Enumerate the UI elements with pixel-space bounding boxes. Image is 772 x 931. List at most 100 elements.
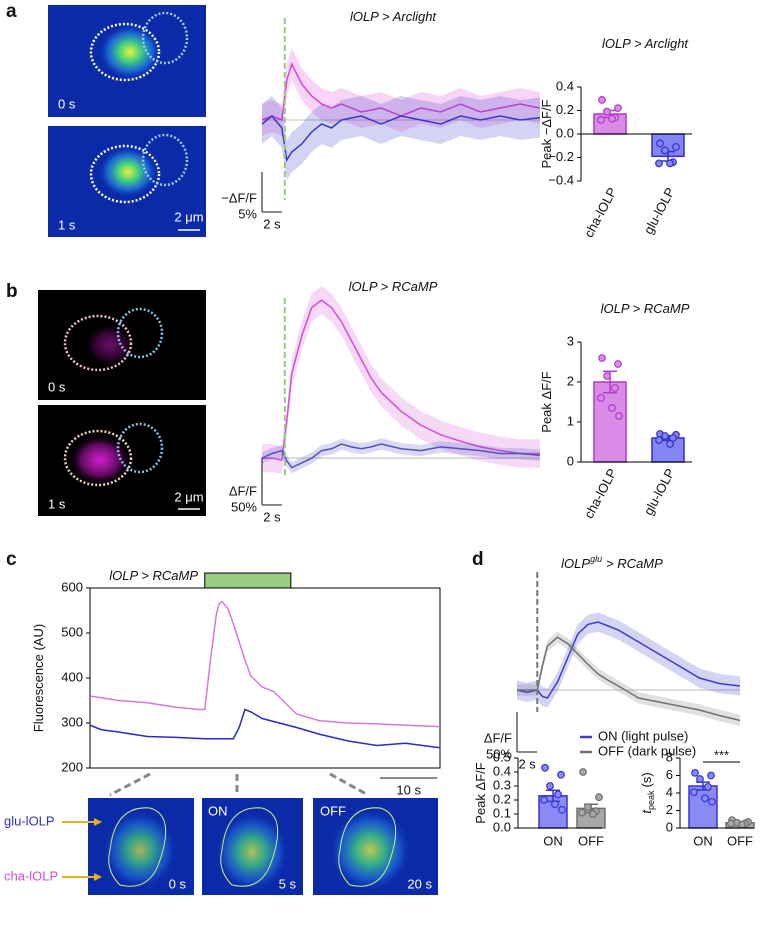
title-text: lOLP > Arclight [602, 36, 689, 51]
data-point [541, 763, 549, 772]
data-point [614, 104, 622, 113]
y-tick-label: 0.0 [493, 819, 511, 834]
micrograph: OFF 20 s [313, 798, 438, 895]
frame-label: 0 s [48, 379, 66, 394]
micrograph: 0 s [38, 290, 206, 400]
frame-label: 1 s [48, 496, 66, 511]
data-point [603, 107, 611, 116]
error-band [262, 48, 540, 136]
data-point [578, 808, 586, 817]
plot-frame [89, 587, 441, 769]
y-tick-label: 200 [61, 759, 83, 774]
chart-title: lOLP > Arclight [350, 9, 437, 24]
data-point [589, 810, 597, 818]
error-band [262, 285, 540, 475]
scale-bar-label: 50% [231, 499, 257, 514]
legend-label: OFF (dark pulse) [598, 743, 696, 758]
y-tick-label: 6 [666, 767, 673, 782]
cell-label: cha-lOLP [4, 868, 58, 883]
scale-bar-label: 5% [238, 206, 257, 221]
x-tick-label: cha-lOLP [581, 466, 620, 521]
scale-bar-label: 2 s [263, 216, 281, 231]
chart-title: lOLP > RCaMP [601, 301, 690, 316]
data-point [595, 793, 603, 802]
data-point [558, 805, 566, 814]
data-point [669, 434, 677, 442]
data-point [691, 768, 699, 777]
title-text: lOLP > RCaMP [109, 568, 198, 583]
data-point [614, 360, 622, 368]
data-point [597, 394, 605, 402]
x-tick-label: ON [543, 833, 563, 848]
scale-bar-label: 10 s [396, 782, 421, 797]
y-tick-label: 0.5 [493, 749, 511, 764]
panel-label: b [6, 281, 18, 302]
frame-label: 20 s [407, 876, 432, 891]
y-tick-label: −0.2 [548, 149, 574, 164]
error-band [262, 438, 540, 474]
y-tick-label: 2 [567, 373, 574, 388]
data-point [615, 412, 623, 420]
y-tick-label: 0.3 [493, 777, 511, 792]
data-point [690, 788, 698, 797]
y-label-text: Peak −ΔF/F [539, 99, 554, 168]
trace [261, 114, 541, 163]
condition-label: OFF [320, 803, 346, 818]
scale-bar-title: ΔF/F [484, 730, 512, 745]
data-point [546, 782, 554, 790]
data-point [708, 797, 716, 806]
trace [262, 299, 540, 461]
y-axis-label: Peak ΔF/F [473, 762, 488, 823]
y-label-text: Peak ΔF/F [473, 762, 488, 823]
scale-label: 2 μm [174, 209, 203, 224]
data-point [611, 384, 619, 392]
micrograph: 1 s 2 μm [38, 405, 206, 516]
y-tick-label: 0.2 [493, 791, 511, 806]
data-point [707, 771, 715, 780]
data-point [661, 146, 669, 155]
trace [261, 443, 541, 469]
trace [89, 708, 441, 749]
data-point [701, 794, 709, 803]
data-point [540, 796, 548, 804]
data-point [672, 143, 680, 151]
y-label-text: Peak ΔF/F [539, 371, 554, 432]
data-point [554, 790, 562, 799]
x-tick-label: ON [693, 833, 713, 848]
trace [516, 621, 741, 699]
data-point [738, 820, 746, 829]
scale-bar-label: 2 s [263, 509, 281, 524]
y-tick-label: 1 [567, 413, 574, 428]
y-tick-label: −0.4 [548, 172, 574, 187]
title-text: lOLP > RCaMP [349, 279, 438, 294]
y-tick-label: 0.4 [556, 78, 574, 93]
data-point [579, 768, 587, 776]
y-tick-label: 3 [567, 333, 574, 348]
y-label-unit: (s) [639, 772, 654, 787]
panel-label: c [6, 549, 17, 570]
x-tick-label: OFF [727, 833, 753, 848]
title-sup: glu [590, 554, 602, 564]
connector [109, 772, 369, 797]
micrograph: ON 5 s [202, 798, 303, 895]
significance-label: *** [714, 747, 729, 762]
y-axis-label: tpeak (s) [639, 772, 656, 813]
y-tick-label: 0.1 [493, 805, 511, 820]
y-label-text: Fluorescence (AU) [31, 624, 46, 732]
y-label-sub: peak [646, 790, 656, 810]
title-text: lOLP > RCaMP [601, 301, 690, 316]
data-point [608, 114, 616, 123]
micrograph: 0 s [88, 798, 194, 895]
y-label-text: t [639, 809, 654, 814]
y-tick-label: 400 [61, 669, 83, 684]
chart-title: lOLP > RCaMP [349, 279, 438, 294]
cell-pointer: glu-lOLP cha-lOLP [4, 813, 102, 883]
light-period [204, 572, 292, 589]
data-point [608, 404, 616, 412]
legend-label: ON (light pulse) [598, 728, 688, 743]
trace [517, 636, 741, 722]
error-band [517, 612, 740, 708]
chart-title: lOLP > RCaMP [109, 568, 198, 583]
bar [593, 381, 627, 463]
